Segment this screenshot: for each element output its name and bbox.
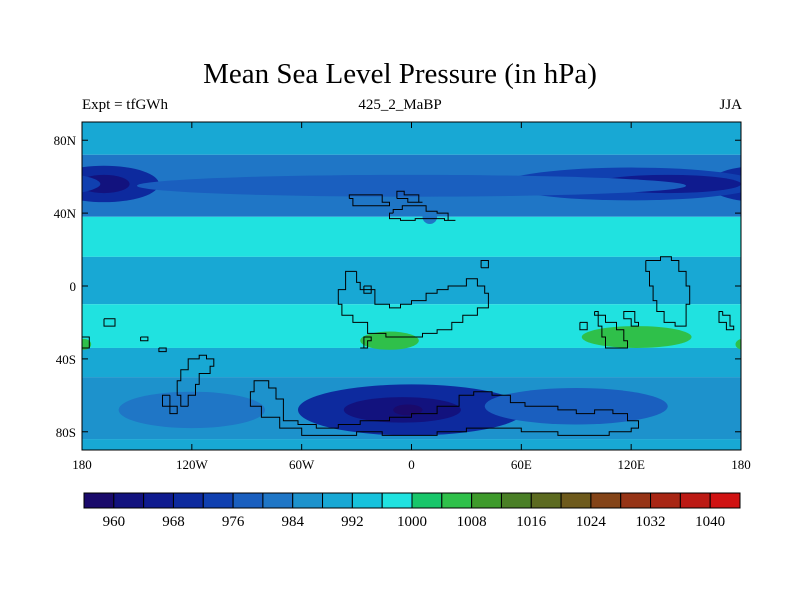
southern-trough-west [118, 391, 266, 429]
colorbar-swatch [620, 492, 652, 509]
atlantic-high [360, 331, 419, 350]
x-tick-label: 180 [731, 457, 751, 472]
period-label: 425_2_MaBP [358, 97, 442, 113]
x-tick-label: 0 [408, 457, 415, 472]
colorbar-swatch [411, 492, 443, 509]
pressure-field [82, 122, 741, 450]
coastline-1 [337, 270, 489, 338]
southern-trough-east [484, 388, 668, 425]
coastline-16 [396, 190, 423, 203]
north-atlantic-low-wrap [82, 175, 101, 193]
x-tick-label: 120E [617, 457, 645, 472]
colorbar-swatch [232, 492, 264, 509]
colorbar-swatch [143, 492, 174, 509]
colorbar-swatch [530, 492, 562, 509]
north-pacific-low-core-wrap [737, 179, 741, 189]
coastline-7 [82, 329, 90, 349]
colorbar-label: 976 [222, 514, 245, 530]
pressure-band-3 [82, 256, 741, 305]
coastline-8 [249, 380, 639, 436]
colorbar-swatch [500, 492, 532, 509]
colorbar: 960 968 976 984 992 1000 1008 1016 1024 1032 1040 [83, 492, 741, 530]
colorbar-swatch [650, 492, 681, 509]
coastline-14 [579, 321, 588, 331]
colorbar-swatch [322, 492, 353, 509]
colorbar-label: 984 [281, 514, 304, 530]
colorbar-swatch [292, 492, 324, 509]
colorbar-swatch [83, 492, 115, 509]
y-tick-label: 80S [56, 425, 76, 440]
pressure-band-2 [82, 216, 741, 257]
indian-high [581, 326, 692, 348]
colorbar-label: 1008 [457, 514, 487, 530]
coastline-2 [363, 285, 372, 294]
map-axes: 180 120W 60W 0 60E 120E 180 80N 40N 0 40S 80S [54, 121, 751, 472]
colorbar-swatch [709, 492, 741, 509]
coastline-6 [158, 347, 167, 353]
coastline-18 [360, 336, 372, 349]
coastline-9 [176, 354, 215, 407]
colorbar-label: 1000 [397, 514, 427, 530]
pressure-band-5 [82, 347, 741, 378]
coastline-0 [389, 205, 456, 221]
colorbar-label: 968 [162, 514, 185, 530]
colorbar-swatch [590, 492, 622, 509]
y-tick-label: 40N [54, 206, 77, 221]
colorbar-swatch [172, 492, 204, 509]
colorbar-label: 1016 [516, 514, 547, 530]
season-label: JJA [719, 97, 742, 113]
colorbar-label: 1024 [576, 514, 607, 530]
colorbar-swatch [202, 492, 234, 509]
colorbar-label: 1040 [695, 514, 725, 530]
coastline-4 [103, 318, 116, 327]
coastline-12 [623, 311, 639, 327]
coastline-10 [162, 394, 178, 415]
antarctic-low-pocket [393, 404, 423, 416]
colorbar-label: 992 [341, 514, 364, 530]
coastline-3 [480, 260, 489, 269]
colorbar-swatch [351, 492, 383, 509]
colorbar-label: 1032 [636, 514, 666, 530]
experiment-label: Expt = tfGWh [82, 97, 168, 113]
colorbar-swatch [113, 492, 145, 509]
y-tick-label: 0 [70, 279, 77, 294]
colorbar-swatch [262, 492, 294, 509]
north-cyan-patch [422, 209, 438, 225]
coastline-13 [594, 311, 628, 349]
coastline-5 [140, 336, 149, 342]
x-tick-label: 180 [72, 457, 92, 472]
colorbar-swatch [679, 492, 711, 509]
coastlines [82, 190, 735, 436]
colorbar-swatch [471, 492, 502, 509]
x-tick-label: 60E [511, 457, 532, 472]
coastline-15 [348, 194, 390, 207]
chart-title: Mean Sea Level Pressure (in hPa) [203, 58, 597, 90]
x-tick-label: 120W [176, 457, 209, 472]
coastline-11 [645, 256, 691, 327]
colorbar-label: 960 [103, 514, 126, 530]
x-tick-label: 60W [289, 457, 315, 472]
mid-lat-trough [136, 174, 687, 197]
colorbar-swatch [560, 492, 592, 509]
colorbar-swatch [441, 492, 473, 509]
west-pacific-high-wrap [735, 339, 741, 350]
y-tick-label: 80N [54, 133, 77, 148]
coastline-17 [718, 311, 735, 331]
colorbar-swatch [381, 492, 413, 509]
y-tick-label: 40S [56, 352, 76, 367]
